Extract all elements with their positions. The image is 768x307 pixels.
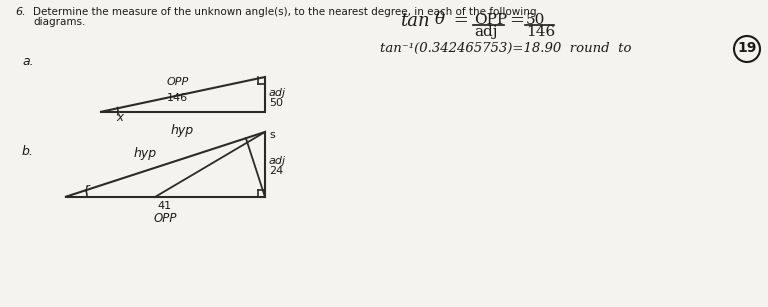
Text: diagrams.: diagrams. [33, 17, 85, 27]
Text: adj: adj [269, 156, 286, 165]
Text: 50: 50 [526, 13, 545, 27]
Text: OPP: OPP [154, 212, 177, 225]
Text: b.: b. [22, 145, 34, 158]
Text: tan⁻¹(0.342465753)=18.90  round  to: tan⁻¹(0.342465753)=18.90 round to [380, 42, 631, 55]
Text: 24: 24 [269, 165, 283, 176]
Text: adj: adj [269, 87, 286, 98]
Text: =: = [509, 12, 524, 30]
Text: tan: tan [400, 12, 429, 30]
Text: 146: 146 [526, 25, 555, 39]
Text: 6.: 6. [15, 7, 25, 17]
Text: 146: 146 [167, 92, 188, 103]
Text: Determine the measure of the unknown angle(s), to the nearest degree, in each of: Determine the measure of the unknown ang… [33, 7, 537, 17]
Text: s: s [269, 130, 275, 140]
Text: =: = [448, 12, 468, 30]
Text: adj: adj [474, 25, 498, 39]
Text: 50: 50 [269, 98, 283, 107]
Text: x: x [116, 111, 123, 123]
Text: θ: θ [435, 11, 445, 28]
Text: OPP: OPP [474, 13, 507, 27]
Text: 19: 19 [737, 41, 756, 55]
Text: a.: a. [22, 55, 34, 68]
Text: hyp: hyp [134, 146, 157, 160]
Text: OPP: OPP [167, 76, 189, 87]
Text: hyp: hyp [171, 124, 194, 137]
Text: 41: 41 [158, 201, 172, 211]
Text: r: r [85, 182, 90, 195]
